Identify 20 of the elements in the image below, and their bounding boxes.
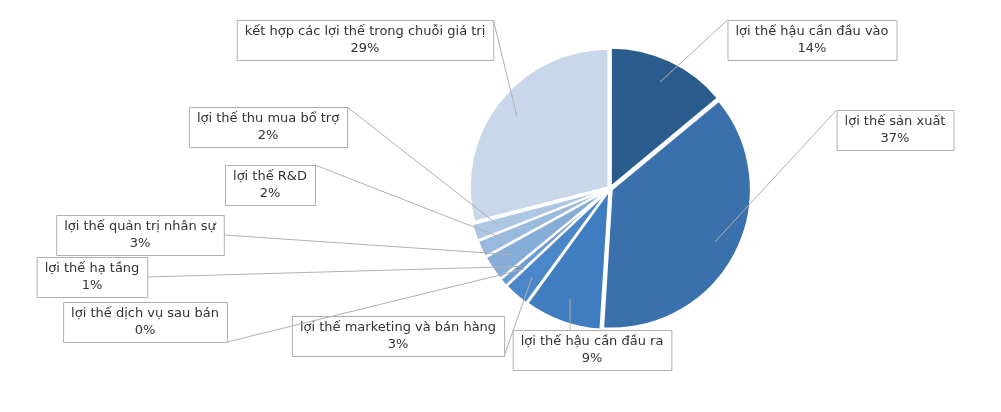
slice-label: lợi thế hậu cần đầu vào (735, 23, 889, 39)
slice-label: lợi thế marketing và bán hàng (299, 319, 497, 335)
slice-label: lợi thế quản trị nhân sự (64, 218, 217, 234)
data-label: 37% (880, 130, 910, 146)
text: 0% (134, 322, 156, 338)
slice-label: lợi thế hậu cần đầu ra (520, 333, 664, 349)
data-label: 14% (797, 40, 827, 56)
slice-label: lợi thế R&D (233, 168, 307, 184)
slice-label: lợi thế thu mua bổ trợ (196, 110, 340, 126)
data-label: 29% (350, 40, 380, 56)
data-label: 3% (129, 235, 151, 251)
slice-label: kết hợp các lợi thế trong chuỗi giá trị (244, 23, 486, 39)
data-label: 1% (81, 277, 103, 293)
category-label: lợi thế dịch vụ sau bán (71, 305, 219, 321)
data-label: 2% (257, 127, 279, 143)
slice-label: lợi thế sản xuất (844, 113, 946, 129)
data-label: 9% (581, 350, 603, 366)
slice-label: lợi thế hạ tầng (44, 260, 140, 276)
data-label: 3% (387, 336, 409, 352)
data-label: 2% (259, 185, 281, 201)
